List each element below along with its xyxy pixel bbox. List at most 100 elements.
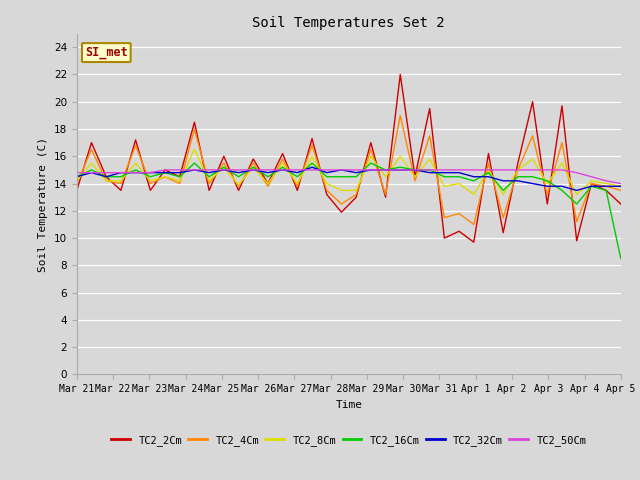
TC2_4Cm xyxy=(323,188,331,193)
TC2_8Cm xyxy=(543,180,551,186)
Title: Soil Temperatures Set 2: Soil Temperatures Set 2 xyxy=(253,16,445,30)
TC2_16Cm xyxy=(426,167,433,173)
TC2_2Cm xyxy=(338,209,346,215)
TC2_50Cm xyxy=(323,167,331,173)
TC2_8Cm xyxy=(529,156,536,162)
TC2_2Cm xyxy=(323,192,331,197)
TC2_2Cm xyxy=(396,72,404,77)
TC2_4Cm xyxy=(514,167,522,173)
TC2_16Cm xyxy=(573,201,580,207)
TC2_2Cm xyxy=(543,201,551,207)
TC2_32Cm xyxy=(88,170,95,176)
TC2_50Cm xyxy=(396,167,404,173)
TC2_2Cm xyxy=(117,188,125,193)
Line: TC2_16Cm: TC2_16Cm xyxy=(77,163,621,259)
TC2_32Cm xyxy=(440,170,448,176)
TC2_4Cm xyxy=(617,188,625,193)
TC2_2Cm xyxy=(132,137,140,143)
TC2_4Cm xyxy=(205,180,213,186)
TC2_4Cm xyxy=(543,192,551,197)
TC2_2Cm xyxy=(426,106,433,111)
TC2_2Cm xyxy=(514,160,522,166)
TC2_50Cm xyxy=(484,167,492,173)
TC2_2Cm xyxy=(191,120,198,125)
TC2_8Cm xyxy=(308,154,316,159)
TC2_50Cm xyxy=(499,167,507,173)
TC2_8Cm xyxy=(426,156,433,162)
TC2_50Cm xyxy=(338,167,346,173)
TC2_16Cm xyxy=(367,160,374,166)
TC2_8Cm xyxy=(602,180,610,186)
TC2_16Cm xyxy=(161,170,169,176)
TC2_16Cm xyxy=(440,174,448,180)
TC2_8Cm xyxy=(161,174,169,180)
TC2_2Cm xyxy=(205,188,213,193)
TC2_32Cm xyxy=(235,170,243,176)
TC2_16Cm xyxy=(102,174,110,180)
TC2_50Cm xyxy=(602,178,610,184)
TC2_8Cm xyxy=(558,160,566,166)
TC2_50Cm xyxy=(588,174,595,180)
TC2_32Cm xyxy=(205,170,213,176)
TC2_2Cm xyxy=(88,140,95,145)
TC2_16Cm xyxy=(132,167,140,173)
TC2_4Cm xyxy=(602,183,610,189)
TC2_32Cm xyxy=(220,167,228,173)
TC2_50Cm xyxy=(411,167,419,173)
TC2_4Cm xyxy=(102,178,110,184)
TC2_16Cm xyxy=(617,256,625,262)
TC2_32Cm xyxy=(396,167,404,173)
TC2_16Cm xyxy=(411,167,419,173)
TC2_50Cm xyxy=(102,170,110,176)
TC2_2Cm xyxy=(294,188,301,193)
TC2_50Cm xyxy=(191,167,198,173)
TC2_50Cm xyxy=(279,167,287,173)
TC2_16Cm xyxy=(338,174,346,180)
TC2_32Cm xyxy=(617,183,625,189)
TC2_50Cm xyxy=(352,167,360,173)
TC2_16Cm xyxy=(88,167,95,173)
TC2_2Cm xyxy=(352,194,360,200)
TC2_4Cm xyxy=(455,211,463,216)
TC2_8Cm xyxy=(73,178,81,184)
TC2_32Cm xyxy=(470,174,477,180)
TC2_32Cm xyxy=(264,170,272,176)
TC2_8Cm xyxy=(617,183,625,189)
TC2_8Cm xyxy=(323,180,331,186)
TC2_2Cm xyxy=(411,174,419,180)
TC2_50Cm xyxy=(308,167,316,173)
TC2_32Cm xyxy=(529,180,536,186)
Line: TC2_50Cm: TC2_50Cm xyxy=(77,170,621,183)
TC2_32Cm xyxy=(250,167,257,173)
TC2_8Cm xyxy=(499,192,507,197)
TC2_32Cm xyxy=(117,170,125,176)
TC2_8Cm xyxy=(235,182,243,188)
TC2_2Cm xyxy=(73,188,81,193)
TC2_8Cm xyxy=(381,174,389,180)
TC2_4Cm xyxy=(176,180,184,186)
TC2_16Cm xyxy=(470,178,477,184)
TC2_4Cm xyxy=(132,143,140,148)
TC2_4Cm xyxy=(161,174,169,180)
TC2_8Cm xyxy=(338,188,346,193)
TC2_8Cm xyxy=(294,180,301,186)
TC2_50Cm xyxy=(176,167,184,173)
TC2_4Cm xyxy=(279,156,287,162)
TC2_8Cm xyxy=(455,180,463,186)
TC2_16Cm xyxy=(558,188,566,193)
TC2_32Cm xyxy=(191,167,198,173)
TC2_4Cm xyxy=(367,146,374,152)
TC2_32Cm xyxy=(279,167,287,173)
TC2_50Cm xyxy=(617,180,625,186)
TC2_8Cm xyxy=(117,178,125,184)
TC2_16Cm xyxy=(279,164,287,170)
TC2_32Cm xyxy=(588,183,595,189)
TC2_2Cm xyxy=(588,180,595,186)
TC2_2Cm xyxy=(617,201,625,207)
TC2_8Cm xyxy=(411,174,419,180)
TC2_8Cm xyxy=(205,178,213,184)
TC2_50Cm xyxy=(543,167,551,173)
TC2_16Cm xyxy=(264,174,272,180)
TC2_16Cm xyxy=(191,160,198,166)
TC2_2Cm xyxy=(147,188,154,193)
